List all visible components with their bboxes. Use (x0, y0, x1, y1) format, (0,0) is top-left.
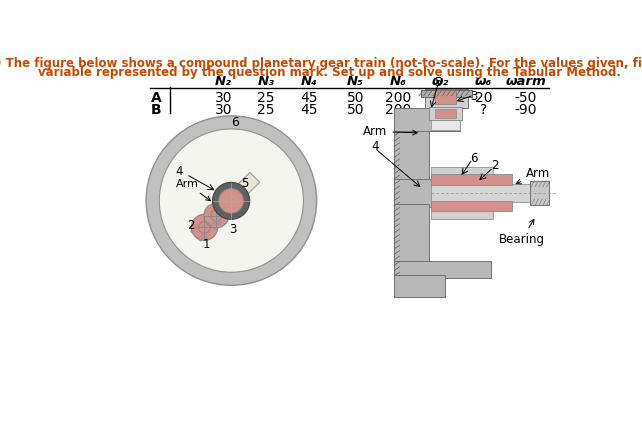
Bar (429, 107, 462, 120)
Text: 2: 2 (187, 219, 195, 231)
Text: 4: 4 (175, 165, 182, 178)
Bar (435, 109, 456, 118)
Bar (394, 204, 429, 277)
Text: 3: 3 (470, 90, 478, 103)
Bar (425, 89, 468, 108)
Bar (431, 184, 543, 202)
Text: 200: 200 (385, 91, 411, 105)
Text: 2: 2 (491, 159, 499, 173)
Text: N₃: N₃ (258, 75, 275, 88)
Bar (394, 128, 429, 277)
Text: # 5) The figure below shows a compound planetary gear train (not-to-scale). For : # 5) The figure below shows a compound p… (0, 58, 642, 70)
Text: ?: ? (437, 91, 444, 105)
Text: 50: 50 (347, 103, 364, 117)
Text: 5: 5 (435, 76, 442, 89)
Text: N₆: N₆ (390, 75, 406, 88)
Text: A: A (151, 91, 162, 105)
Text: 200: 200 (385, 103, 411, 117)
Bar (394, 179, 433, 207)
Text: 30: 30 (215, 91, 232, 105)
Text: -90: -90 (515, 103, 537, 117)
Text: N₄: N₄ (300, 75, 317, 88)
Bar (431, 201, 512, 211)
Text: 45: 45 (300, 103, 318, 117)
Text: Bearing: Bearing (499, 219, 545, 246)
Bar (431, 174, 512, 185)
Text: 45: 45 (300, 91, 318, 105)
Text: 25: 25 (257, 91, 275, 105)
Bar (394, 108, 460, 131)
Text: 50: 50 (347, 91, 364, 105)
Bar (530, 181, 549, 205)
Text: B: B (151, 103, 162, 117)
Bar (431, 211, 492, 219)
Text: Arm: Arm (175, 179, 211, 201)
Text: 4: 4 (371, 140, 379, 153)
Text: Arm: Arm (363, 125, 417, 138)
Text: variable represented by the question mark. Set up and solve using the Tabular Me: variable represented by the question mar… (37, 66, 621, 79)
Circle shape (191, 214, 218, 240)
Text: N₂: N₂ (215, 75, 232, 88)
Text: 30: 30 (432, 103, 449, 117)
Text: 6: 6 (470, 152, 478, 165)
Circle shape (159, 129, 304, 272)
Circle shape (204, 203, 229, 228)
Bar (421, 91, 472, 97)
Text: 5: 5 (241, 178, 248, 190)
Text: ω₆: ω₆ (474, 75, 492, 88)
Bar (435, 91, 456, 104)
Text: 1: 1 (202, 238, 210, 251)
Bar (394, 260, 491, 277)
Text: 30: 30 (215, 103, 232, 117)
Text: ω₂: ω₂ (432, 75, 449, 88)
Text: N₅: N₅ (347, 75, 364, 88)
Circle shape (146, 116, 317, 285)
Text: -50: -50 (515, 91, 537, 105)
Circle shape (219, 189, 243, 213)
Text: ?: ? (480, 103, 487, 117)
Text: 20: 20 (474, 91, 492, 105)
Text: 25: 25 (257, 103, 275, 117)
Bar (394, 275, 444, 297)
Polygon shape (191, 173, 260, 241)
Bar (431, 108, 460, 130)
Circle shape (213, 182, 250, 219)
Text: 3: 3 (230, 223, 237, 236)
Text: ωarm: ωarm (505, 75, 546, 88)
Text: Arm: Arm (516, 168, 550, 184)
Bar (431, 167, 492, 174)
Text: 6: 6 (231, 116, 239, 128)
